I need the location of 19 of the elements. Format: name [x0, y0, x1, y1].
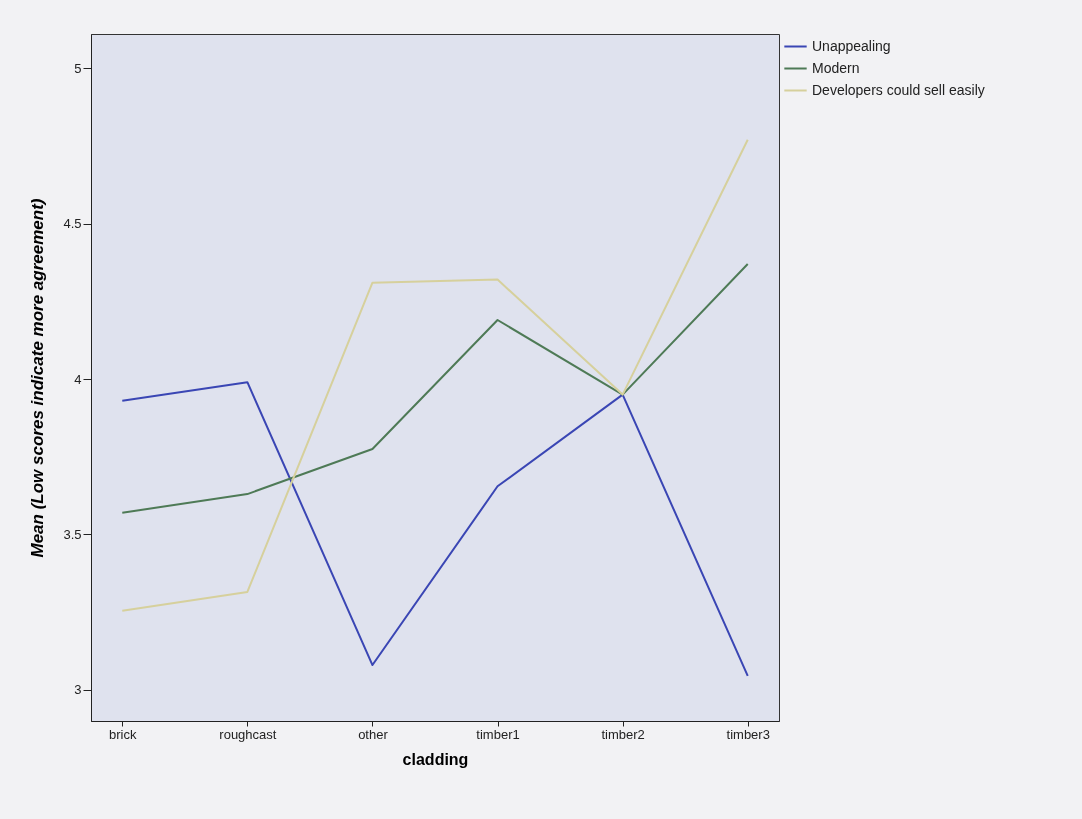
legend-label: Developers could sell easily [812, 81, 985, 98]
x-tick-label: other [358, 726, 389, 742]
line-series [121, 263, 749, 514]
x-tick-label: timber1 [476, 726, 520, 742]
x-axis-title: cladding [402, 750, 469, 768]
y-tick-label: 3.5 [63, 526, 82, 542]
x-tick-label: roughcast [219, 726, 277, 742]
y-tick-label: 4.5 [63, 216, 82, 232]
legend-label: Unappealing [812, 37, 891, 54]
legend-label: Modern [812, 59, 860, 76]
y-tick-label: 3 [74, 682, 82, 698]
line-series [121, 138, 749, 612]
x-tick-label: timber2 [601, 726, 645, 742]
y-axis-title: Mean (Low scores indicate more agreement) [28, 198, 48, 558]
y-tick-label: 4 [74, 371, 82, 387]
x-tick-label: timber3 [726, 726, 770, 742]
line-series [121, 381, 749, 677]
y-tick-label: 5 [74, 60, 82, 76]
x-tick-label: brick [109, 726, 137, 742]
